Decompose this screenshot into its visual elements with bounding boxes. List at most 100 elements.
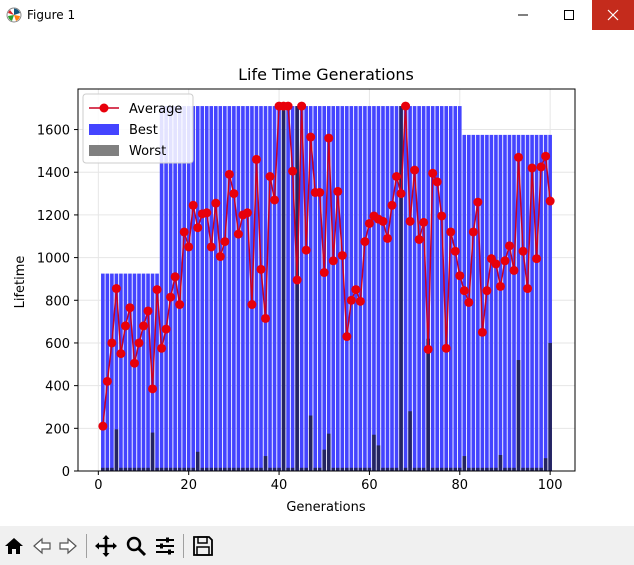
worst-bar — [534, 467, 539, 471]
zoom-icon — [126, 536, 147, 557]
best-bar — [164, 106, 168, 471]
worst-bar — [340, 467, 345, 471]
worst-bar — [548, 342, 552, 471]
worst-bar — [182, 467, 186, 471]
best-bar — [241, 106, 245, 471]
save-button[interactable] — [191, 534, 215, 558]
best-bar — [322, 106, 327, 471]
x-tick-label: 100 — [538, 478, 563, 493]
average-marker — [152, 285, 162, 295]
average-marker — [387, 200, 397, 210]
best-bar — [299, 106, 304, 471]
best-bar — [227, 106, 232, 471]
home-button[interactable] — [2, 534, 26, 558]
worst-bar — [250, 467, 254, 471]
worst-bar — [335, 467, 340, 471]
navigation-toolbar — [0, 526, 634, 565]
worst-bar — [204, 467, 209, 471]
best-bar — [268, 106, 272, 471]
best-bar — [186, 106, 191, 471]
average-marker — [270, 195, 280, 205]
back-button[interactable] — [30, 534, 54, 558]
worst-bar — [367, 467, 372, 471]
best-bar — [444, 106, 449, 471]
worst-bar — [213, 467, 218, 471]
average-marker — [532, 254, 542, 264]
best-bar — [453, 106, 458, 471]
best-bar — [290, 106, 295, 471]
average-marker — [125, 303, 135, 313]
pan-button[interactable] — [94, 534, 118, 558]
worst-bar — [426, 338, 430, 471]
best-bar — [412, 106, 417, 471]
worst-bar — [476, 467, 480, 471]
best-bar — [480, 134, 485, 471]
close-button[interactable] — [592, 0, 634, 30]
average-marker — [170, 272, 180, 282]
average-marker — [233, 229, 243, 239]
worst-bar — [209, 467, 214, 471]
best-bar — [223, 106, 227, 471]
average-marker — [324, 133, 334, 143]
average-marker — [129, 358, 139, 368]
average-marker — [491, 259, 501, 269]
average-marker — [134, 338, 144, 348]
average-marker — [342, 332, 352, 342]
best-bar — [439, 106, 444, 471]
best-bar — [507, 134, 512, 471]
average-marker — [477, 327, 487, 337]
toolbar-separator — [183, 534, 184, 558]
best-bar — [417, 106, 421, 471]
average-marker — [215, 252, 225, 262]
best-bar — [448, 106, 453, 471]
best-bar — [209, 106, 214, 471]
average-marker — [405, 216, 415, 226]
average-marker — [482, 286, 492, 296]
best-bar — [372, 106, 376, 471]
best-bar — [503, 134, 507, 471]
maximize-button[interactable] — [546, 0, 592, 30]
worst-bar — [236, 467, 241, 471]
best-bar — [457, 106, 462, 471]
average-marker — [188, 200, 198, 210]
worst-bar — [263, 456, 268, 471]
best-bar — [137, 273, 141, 471]
worst-bar — [417, 467, 421, 471]
average-marker — [468, 227, 478, 237]
average-marker — [116, 349, 126, 359]
average-marker — [536, 162, 546, 172]
forward-button[interactable] — [56, 534, 80, 558]
average-series — [98, 101, 555, 431]
best-bar — [155, 273, 159, 471]
worst-bar — [168, 467, 173, 471]
x-tick-label: 0 — [94, 478, 102, 493]
worst-bar — [114, 429, 119, 471]
average-marker — [337, 250, 347, 260]
zoom-button[interactable] — [124, 534, 148, 558]
best-bar — [525, 134, 530, 471]
minimize-button[interactable] — [500, 0, 546, 30]
worst-bar — [186, 467, 191, 471]
y-tick-label: 800 — [45, 294, 70, 309]
worst-bar — [286, 467, 290, 471]
worst-bar — [372, 434, 376, 471]
average-marker — [495, 281, 505, 291]
best-bar — [539, 134, 543, 471]
legend-average-marker — [99, 103, 109, 113]
best-bar — [254, 106, 259, 471]
worst-bar — [146, 467, 150, 471]
worst-bar — [331, 467, 336, 471]
best-bar — [543, 134, 548, 471]
matplotlib-app-icon — [6, 7, 22, 23]
worst-bar — [141, 467, 146, 471]
average-marker — [224, 169, 234, 179]
configure-subplots-button[interactable] — [153, 534, 177, 558]
worst-bar — [349, 467, 354, 471]
best-bar — [521, 134, 525, 471]
legend-worst-swatch — [89, 145, 119, 156]
worst-bar — [268, 467, 272, 471]
worst-bar — [295, 106, 299, 471]
chart-title: Life Time Generations — [238, 65, 414, 84]
average-marker — [346, 295, 356, 305]
average-marker — [292, 275, 302, 285]
